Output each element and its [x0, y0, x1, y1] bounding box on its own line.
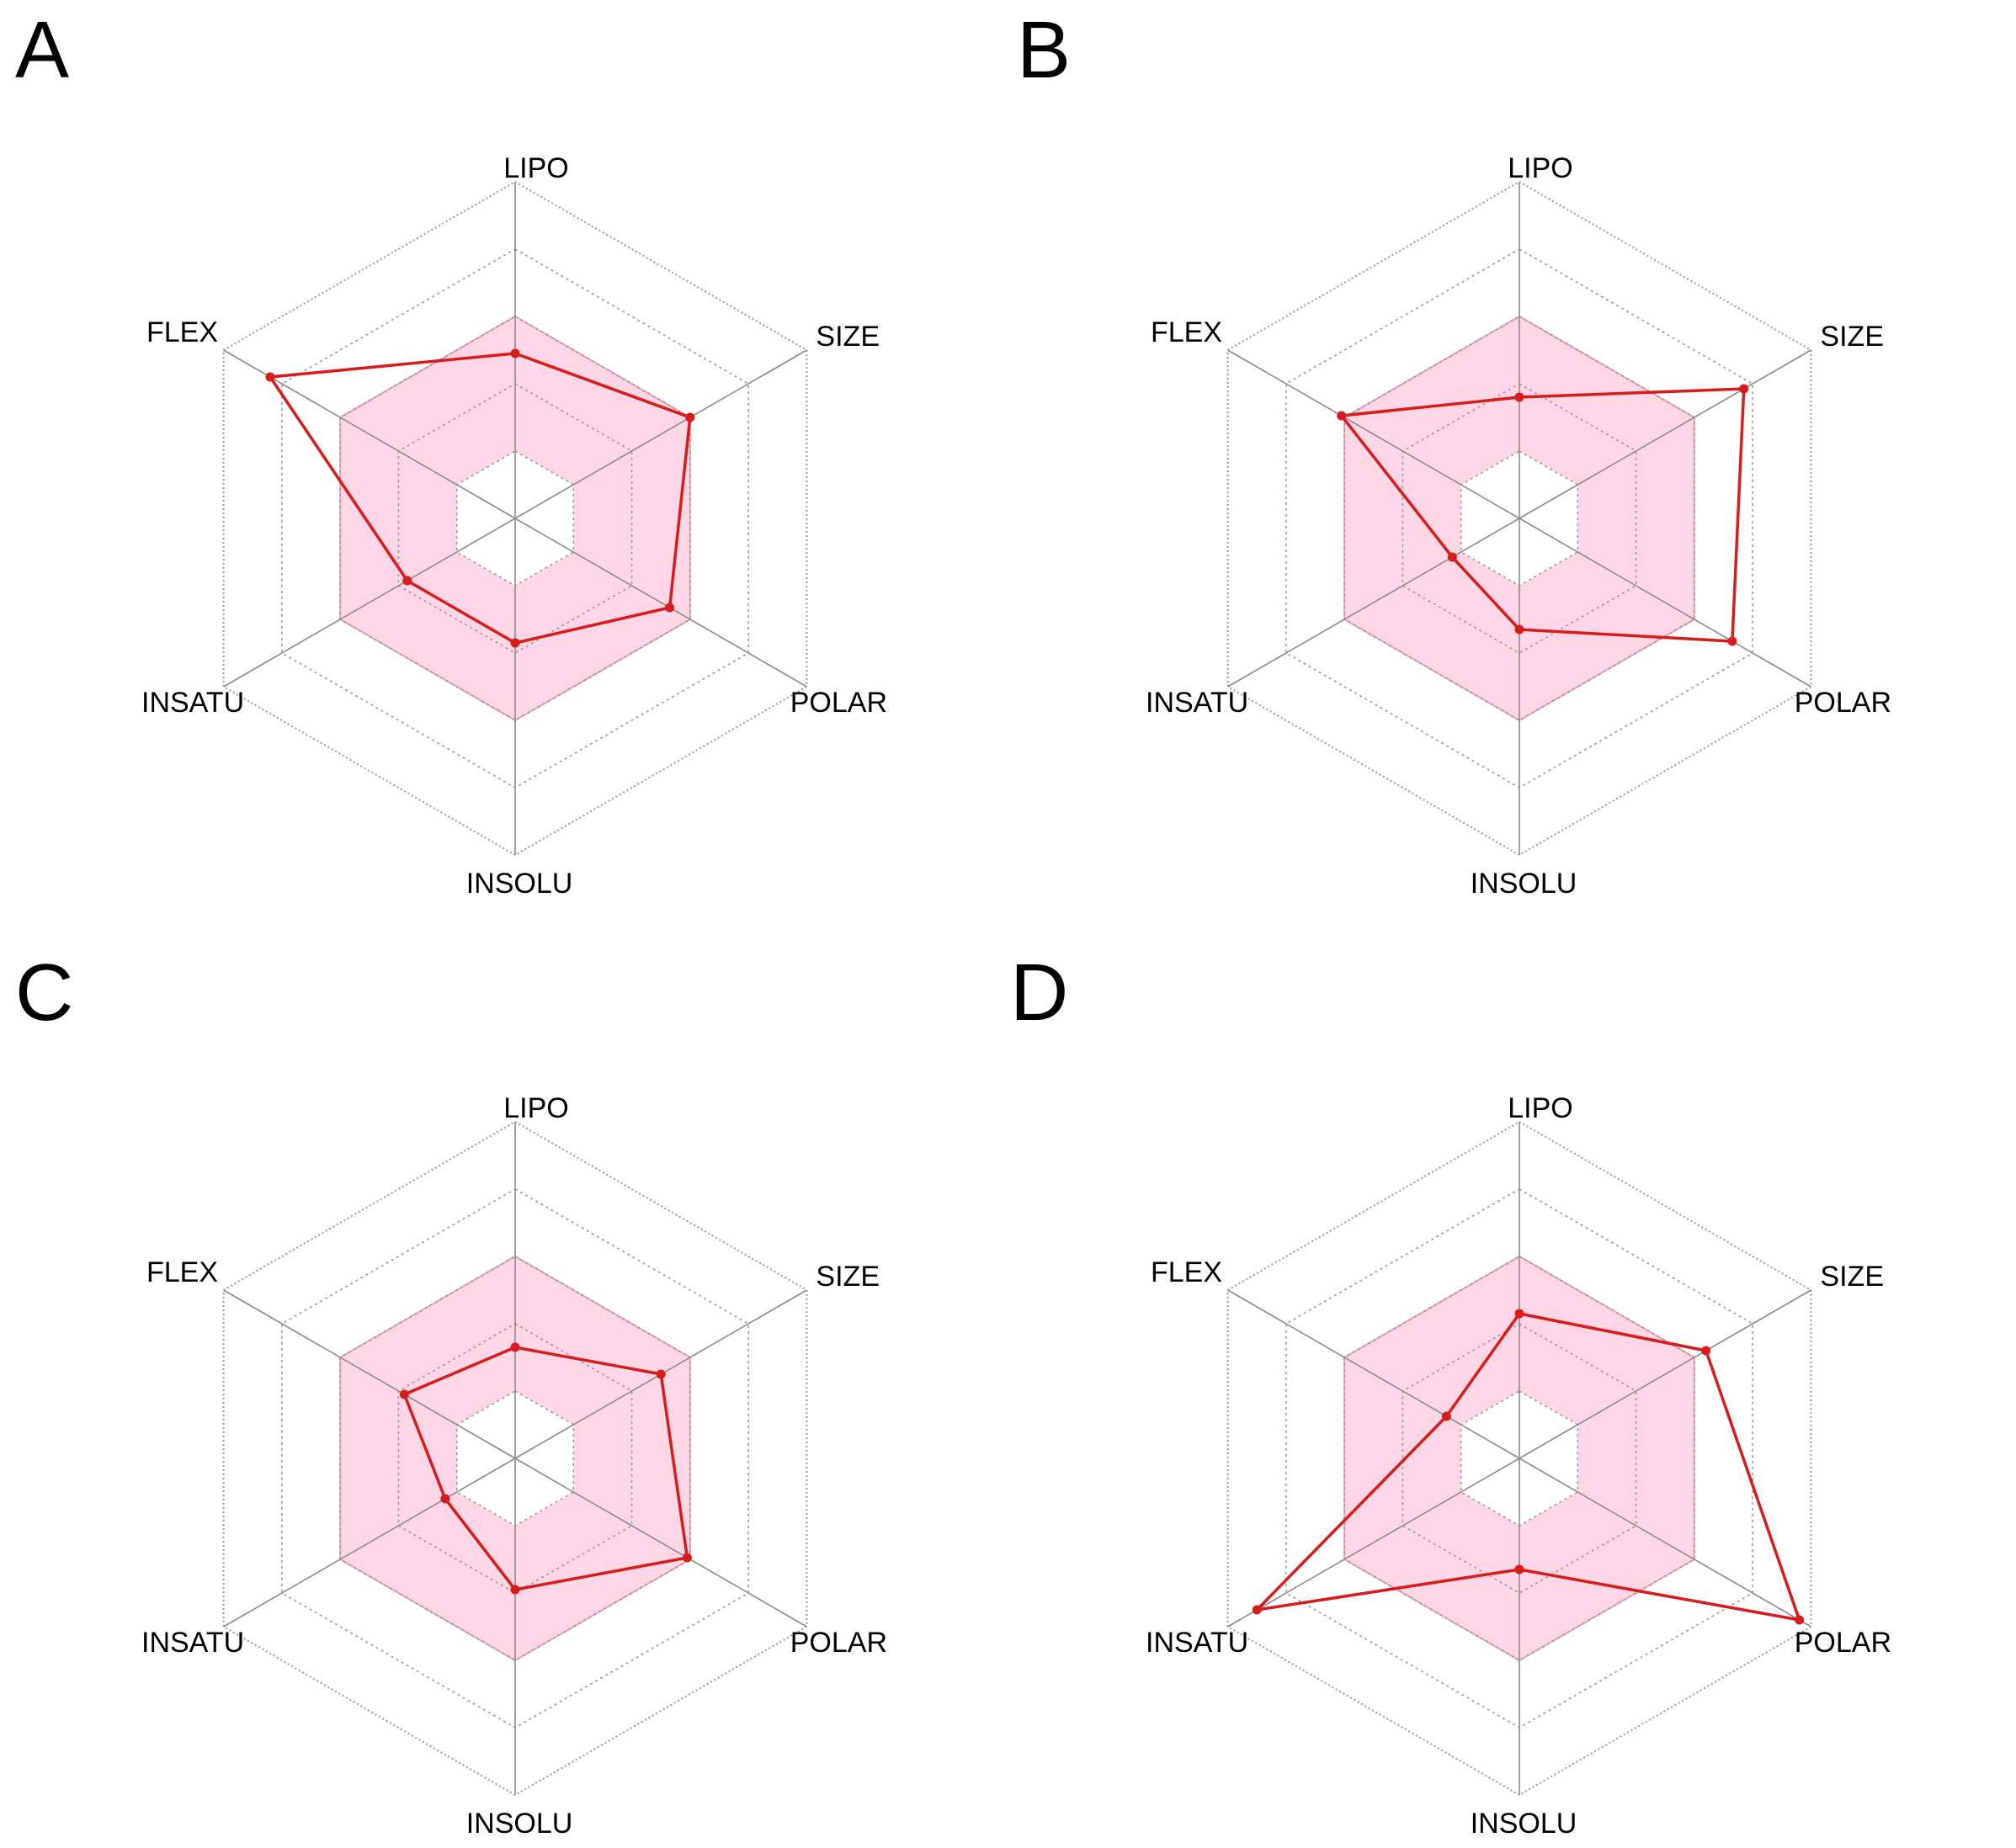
- axis-label-size: SIZE: [816, 1261, 880, 1293]
- data-point-polar: [1795, 1615, 1805, 1625]
- data-point-flex: [1441, 1411, 1451, 1421]
- data-point-lipo: [510, 1342, 520, 1352]
- optimal-range-band: [340, 316, 690, 720]
- axis-label-insolu: INSOLU: [1471, 868, 1577, 900]
- axis-label-flex: FLEX: [146, 1256, 218, 1288]
- data-point-flex: [265, 372, 275, 382]
- axis-spoke: [514, 1458, 807, 1628]
- axis-label-insolu: INSOLU: [466, 1808, 573, 1840]
- axis-label-lipo: LIPO: [503, 152, 568, 184]
- axis-label-polar: POLAR: [1795, 687, 1891, 719]
- optimal-range-band: [340, 1256, 690, 1660]
- data-point-insatu: [1447, 552, 1457, 562]
- axis-spoke: [1227, 518, 1520, 688]
- data-point-lipo: [1514, 392, 1524, 402]
- data-point-insolu: [510, 1585, 520, 1595]
- axis-label-lipo: LIPO: [1508, 1092, 1572, 1124]
- axis-spoke: [514, 518, 807, 688]
- axis-spoke: [1519, 1458, 1811, 1628]
- data-point-flex: [1337, 411, 1347, 421]
- axis-spoke: [1227, 1458, 1520, 1628]
- axis-label-insatu: INSATU: [1146, 687, 1248, 719]
- panel-letter: D: [1010, 948, 1068, 1038]
- axis-label-lipo: LIPO: [1508, 152, 1572, 184]
- data-point-size: [656, 1369, 666, 1379]
- axis-spoke: [1519, 1289, 1811, 1459]
- axis-label-size: SIZE: [1820, 321, 1884, 353]
- axis-spoke: [223, 1458, 516, 1628]
- axis-label-size: SIZE: [816, 321, 880, 353]
- data-point-insatu: [1252, 1605, 1262, 1615]
- axis-label-polar: POLAR: [790, 1627, 887, 1659]
- axis-label-insolu: INSOLU: [466, 868, 573, 900]
- data-point-polar: [1727, 636, 1737, 646]
- data-point-polar: [665, 603, 675, 613]
- axis-spoke: [1227, 1289, 1520, 1459]
- data-point-polar: [682, 1553, 692, 1563]
- data-point-insatu: [402, 576, 412, 586]
- data-point-insolu: [1514, 1564, 1524, 1575]
- optimal-range-band: [1344, 316, 1694, 720]
- data-point-flex: [399, 1389, 409, 1399]
- axis-label-lipo: LIPO: [503, 1092, 568, 1124]
- axis-label-size: SIZE: [1820, 1261, 1884, 1293]
- data-point-insolu: [1514, 624, 1524, 635]
- data-point-size: [1701, 1346, 1711, 1356]
- axis-label-polar: POLAR: [1795, 1627, 1891, 1659]
- panel-letter: B: [1017, 5, 1071, 95]
- axis-label-insatu: INSATU: [141, 687, 244, 719]
- axis-label-insolu: INSOLU: [1471, 1808, 1577, 1840]
- axis-label-insatu: INSATU: [1146, 1627, 1248, 1659]
- axis-spoke: [223, 1289, 516, 1459]
- optimal-range-band: [1344, 1256, 1694, 1660]
- data-point-insolu: [510, 638, 520, 648]
- axis-label-flex: FLEX: [146, 316, 218, 348]
- axis-spoke: [1519, 349, 1811, 519]
- data-point-lipo: [1514, 1309, 1524, 1319]
- axis-spoke: [1227, 349, 1520, 519]
- radar-panel-a: A LIPO SIZE POLAR INSOLU INSATU FLEX: [15, 5, 887, 900]
- data-point-lipo: [510, 348, 520, 358]
- axis-label-polar: POLAR: [790, 687, 887, 719]
- data-point-insatu: [440, 1494, 450, 1504]
- axis-label-flex: FLEX: [1151, 1256, 1222, 1288]
- panel-letter: C: [15, 948, 73, 1038]
- axis-label-flex: FLEX: [1151, 316, 1222, 348]
- radar-panel-c: C LIPO SIZE POLAR INSOLU INSATU FLEX: [15, 948, 887, 1840]
- data-point-size: [1739, 384, 1749, 394]
- panel-letter: A: [15, 5, 69, 95]
- axis-spoke: [1519, 518, 1811, 688]
- data-point-size: [685, 412, 695, 422]
- axis-spoke: [223, 518, 516, 688]
- radar-panel-d: D LIPO SIZE POLAR INSOLU INSATU FLEX: [1010, 948, 1891, 1840]
- axis-label-insatu: INSATU: [141, 1627, 244, 1659]
- axis-spoke: [514, 349, 807, 519]
- radar-panel-b: B LIPO SIZE POLAR INSOLU INSATU FLEX: [1017, 5, 1891, 900]
